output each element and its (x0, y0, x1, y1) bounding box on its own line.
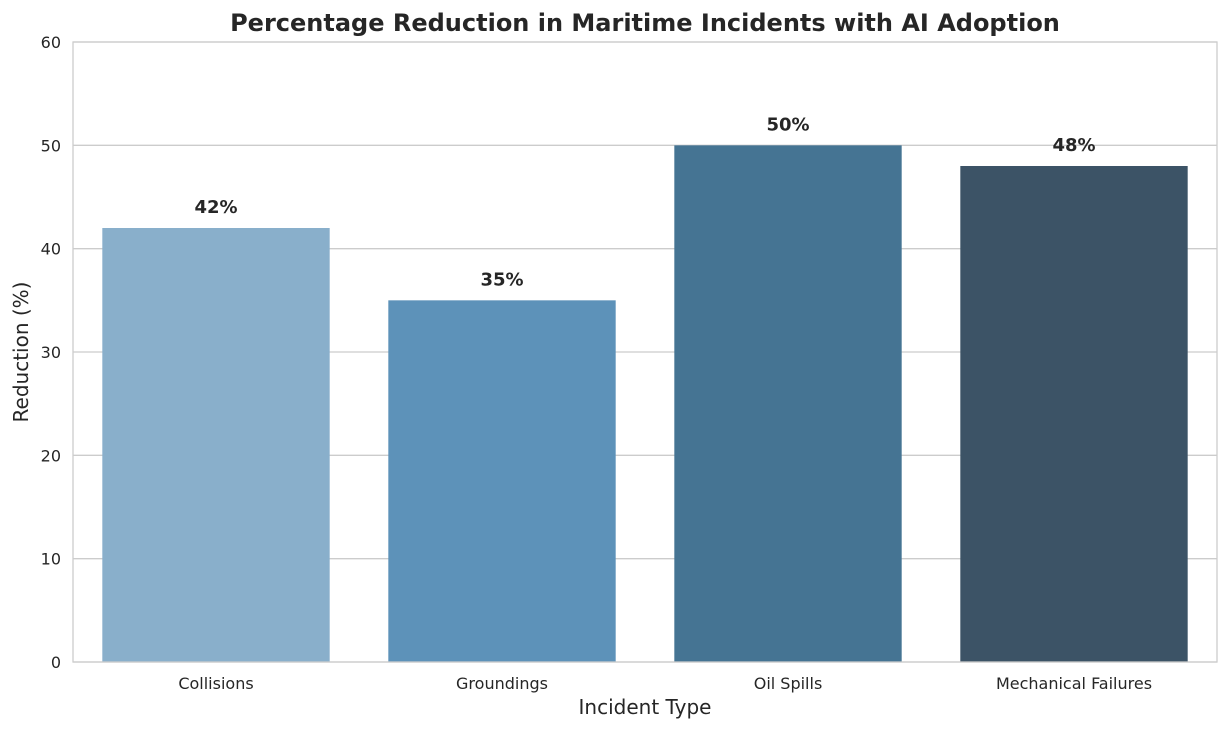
bar-groundings (388, 300, 616, 662)
y-tick-label: 60 (41, 33, 61, 52)
bar-value-label: 42% (194, 197, 237, 218)
y-tick-label: 0 (51, 653, 61, 672)
bar-collisions (102, 228, 330, 662)
y-tick-label: 10 (41, 550, 61, 569)
bars (102, 145, 1188, 663)
plot-frame (72, 41, 1218, 663)
y-tick-label: 30 (41, 343, 61, 362)
data-labels: 42% 35% 50% 48% (194, 114, 1095, 290)
x-tick-label: Mechanical Failures (996, 674, 1152, 693)
x-tick-label: Groundings (456, 674, 548, 693)
chart-title: Percentage Reduction in Maritime Inciden… (230, 9, 1060, 37)
x-axis-ticks: Collisions Groundings Oil Spills Mechanical… (178, 674, 1152, 693)
x-axis-label: Incident Type (579, 695, 712, 719)
y-tick-label: 50 (41, 136, 61, 155)
x-tick-label: Collisions (178, 674, 253, 693)
bar-value-label: 48% (1052, 135, 1095, 156)
y-tick-label: 40 (41, 240, 61, 259)
y-axis-label: Reduction (%) (9, 282, 33, 423)
bar-oil-spills (674, 145, 902, 663)
bar-value-label: 35% (480, 269, 523, 290)
x-tick-label: Oil Spills (754, 674, 823, 693)
y-axis-ticks: 0 10 20 30 40 50 60 (41, 33, 61, 672)
y-tick-label: 20 (41, 446, 61, 465)
bar-value-label: 50% (766, 114, 809, 135)
bar-mechanical-failures (960, 166, 1188, 662)
